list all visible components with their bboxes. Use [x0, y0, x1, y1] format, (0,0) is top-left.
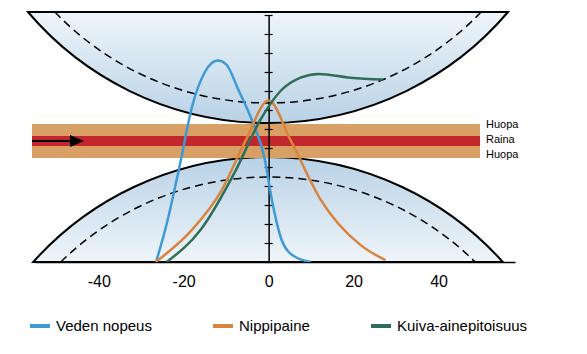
- y-tick-mark: [265, 15, 273, 16]
- y-tick-mark: [265, 129, 273, 130]
- legend-label: Nippipaine: [239, 317, 310, 334]
- y-tick: [265, 129, 273, 130]
- legend-swatch: [30, 324, 50, 328]
- upper-roll-dash: [55, 12, 481, 103]
- x-tick-label: -20: [173, 273, 196, 290]
- y-tick-mark: [265, 224, 273, 225]
- y-tick-mark: [265, 72, 273, 73]
- legend-swatch: [371, 324, 391, 328]
- x-tick-label: 40: [430, 273, 448, 290]
- arrow-head: [70, 135, 84, 147]
- y-tick: [265, 53, 273, 54]
- x-tick-label: 0: [265, 273, 274, 290]
- y-tick-mark: [265, 205, 273, 206]
- legend: Veden nopeus Nippipaine Kuiva-ainepitoisuu…: [30, 317, 527, 334]
- y-tick: [265, 262, 273, 263]
- y-axis: [265, 16, 273, 263]
- y-tick-mark: [265, 34, 273, 35]
- y-tick: [265, 15, 273, 16]
- y-tick: [265, 91, 273, 92]
- y-tick: [265, 243, 273, 244]
- y-tick: [265, 34, 273, 35]
- arrow-shaft: [32, 140, 72, 142]
- x-axis-line: [36, 262, 516, 264]
- y-tick-mark: [265, 243, 273, 244]
- y-tick: [265, 148, 273, 149]
- chart: Huopa Raina Huopa -40 -20 0 20 40 Veden nopeus Ni…: [0, 0, 587, 354]
- x-tick: 0: [265, 262, 274, 290]
- y-tick-mark: [265, 148, 273, 149]
- series-line: [167, 74, 384, 262]
- x-tick: 40: [430, 262, 448, 290]
- lower-roll-dash: [61, 177, 475, 262]
- web: [32, 136, 480, 146]
- x-tick: 20: [345, 262, 363, 290]
- x-tick: -20: [173, 262, 196, 290]
- lines: [156, 61, 386, 262]
- series-line: [156, 61, 311, 262]
- y-tick-mark: [265, 91, 273, 92]
- y-tick: [265, 72, 273, 73]
- legend-swatch: [213, 324, 233, 328]
- layer-label: Huopa: [486, 148, 519, 160]
- y-axis-line: [268, 16, 270, 263]
- x-tick: -40: [88, 262, 111, 290]
- y-tick-mark: [265, 262, 273, 263]
- x-tick-label: 20: [345, 273, 363, 290]
- layer-label: Huopa: [486, 118, 519, 130]
- y-tick-mark: [265, 53, 273, 54]
- legend-label: Kuiva-ainepitoisuus: [397, 317, 527, 334]
- x-tick-label: -40: [88, 273, 111, 290]
- x-axis: -40 -20 0 20 40: [36, 262, 516, 290]
- y-tick: [265, 205, 273, 206]
- y-tick: [265, 224, 273, 225]
- series-line: [156, 101, 386, 263]
- legend-label: Veden nopeus: [56, 317, 152, 334]
- layer-label: Raina: [486, 133, 516, 145]
